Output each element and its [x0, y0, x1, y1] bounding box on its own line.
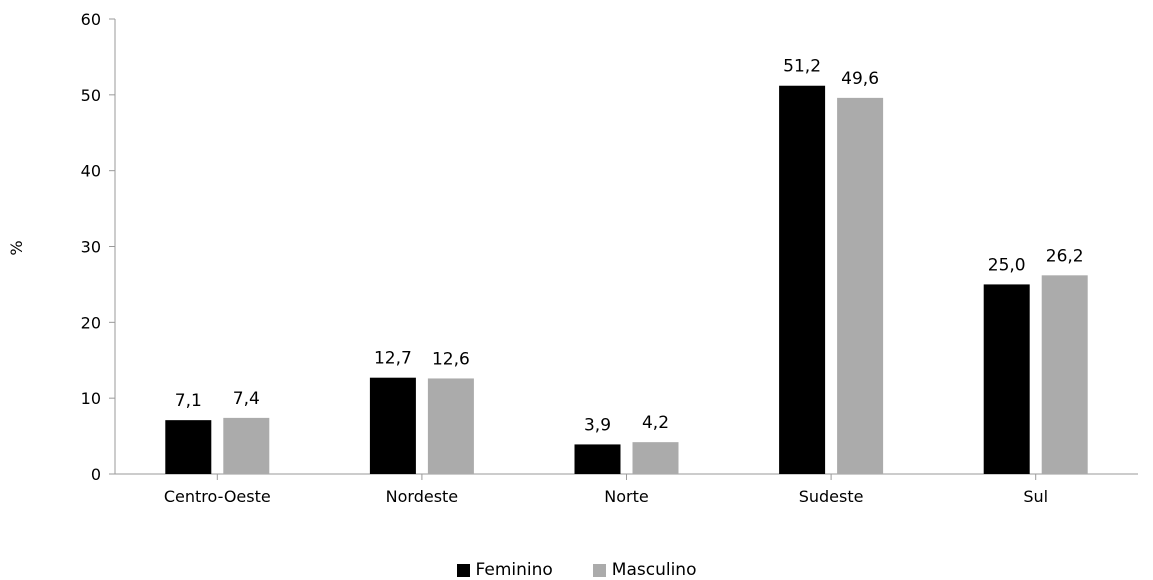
legend-label-feminino: Feminino — [475, 560, 553, 580]
data-label-feminino: 3,9 — [584, 415, 611, 435]
y-tick-label: 0 — [91, 465, 101, 484]
y-axis-ticks: 0 10 20 30 40 50 60 — [81, 10, 115, 484]
data-label-masculino: 4,2 — [642, 413, 669, 433]
bar-series — [165, 85, 1088, 474]
legend-item-feminino: Feminino — [456, 560, 553, 580]
legend-swatch-masculino — [592, 563, 606, 577]
y-tick-label: 20 — [81, 313, 101, 332]
legend-swatch-feminino — [456, 563, 470, 577]
y-tick-label: 10 — [81, 389, 101, 408]
legend-label-masculino: Masculino — [611, 560, 697, 580]
data-label-feminino: 51,2 — [783, 57, 821, 77]
data-label-masculino: 49,6 — [841, 69, 879, 89]
x-tick-label: Sudeste — [799, 487, 864, 506]
bar-feminino — [574, 444, 621, 474]
y-tick-label: 30 — [81, 238, 101, 257]
bar-masculino — [1041, 275, 1088, 474]
bar-feminino — [165, 420, 212, 474]
x-tick-label: Nordeste — [386, 487, 459, 506]
data-label-feminino: 7,1 — [175, 391, 202, 411]
y-axis-title: % — [7, 240, 26, 255]
bar-feminino — [983, 284, 1030, 474]
y-tick-label: 40 — [81, 162, 101, 181]
legend-item-masculino: Masculino — [592, 560, 697, 580]
bar-feminino — [369, 377, 416, 474]
data-label-masculino: 26,2 — [1046, 246, 1084, 266]
bar-masculino — [837, 97, 884, 474]
bar-feminino — [779, 85, 826, 474]
y-tick-label: 60 — [81, 10, 101, 29]
bar-masculino — [632, 442, 679, 474]
data-label-feminino: 12,7 — [374, 349, 412, 369]
data-labels: 7,1 7,4 12,7 12,6 3,9 4,2 51,2 49,6 25,0 26,2 — [175, 57, 1084, 436]
x-tick-label: Sul — [1023, 487, 1048, 506]
bar-masculino — [223, 417, 270, 474]
legend: Feminino Masculino — [0, 560, 1153, 580]
data-label-masculino: 12,6 — [432, 349, 470, 369]
x-axis-labels: Centro-Oeste Nordeste Norte Sudeste Sul — [164, 474, 1048, 506]
data-label-feminino: 25,0 — [988, 255, 1026, 275]
data-label-masculino: 7,4 — [233, 389, 260, 409]
y-tick-label: 50 — [81, 86, 101, 105]
bar-masculino — [427, 378, 474, 474]
x-tick-label: Norte — [604, 487, 648, 506]
x-tick-label: Centro-Oeste — [164, 487, 271, 506]
